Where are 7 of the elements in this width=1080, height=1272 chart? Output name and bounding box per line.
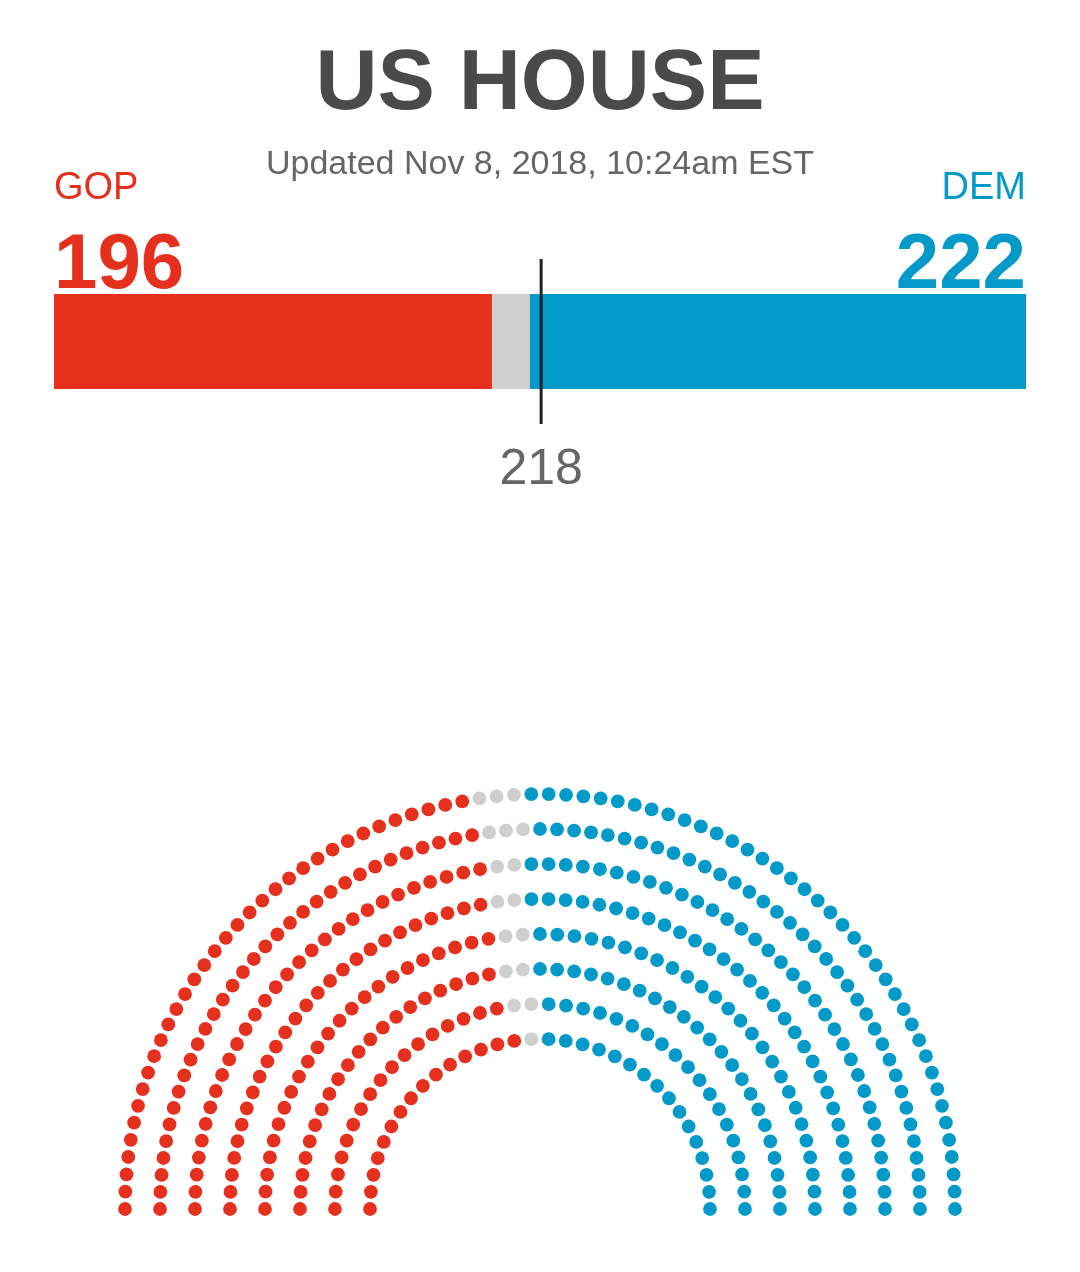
- chart-title: US HOUSE: [315, 31, 765, 127]
- ref-line-label: 218: [499, 439, 583, 495]
- data-label: 222: [895, 217, 1026, 305]
- text: DEM: [941, 165, 1026, 207]
- data-label: 196: [54, 217, 185, 305]
- chart-subtitle: Updated Nov 8, 2018, 10:24am EST: [265, 143, 815, 181]
- text: GOP: [54, 165, 139, 207]
